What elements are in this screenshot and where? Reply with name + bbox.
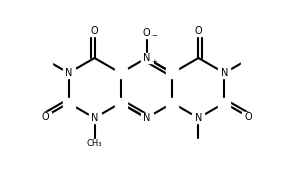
- Text: N: N: [221, 68, 228, 78]
- Text: N: N: [195, 113, 202, 123]
- Bar: [63, 68, 74, 78]
- Text: CH₃: CH₃: [87, 139, 102, 148]
- Bar: [141, 113, 152, 123]
- Bar: [88, 113, 100, 123]
- Bar: [193, 113, 205, 123]
- Text: N: N: [143, 53, 150, 63]
- Bar: [63, 98, 74, 108]
- Bar: [166, 98, 178, 108]
- Bar: [193, 139, 205, 148]
- Bar: [115, 98, 127, 108]
- Text: −: −: [151, 32, 157, 38]
- Bar: [219, 68, 230, 78]
- Bar: [241, 55, 253, 65]
- Text: N: N: [143, 113, 150, 123]
- Text: O: O: [41, 111, 49, 122]
- Bar: [141, 53, 152, 63]
- Text: O: O: [244, 111, 252, 122]
- Text: O: O: [143, 28, 150, 37]
- Bar: [115, 68, 127, 78]
- Bar: [242, 111, 254, 122]
- Bar: [88, 139, 100, 148]
- Text: O: O: [195, 26, 202, 36]
- Bar: [141, 28, 152, 37]
- Text: N: N: [91, 113, 98, 123]
- Text: O: O: [91, 26, 98, 36]
- Bar: [40, 55, 52, 65]
- Text: +: +: [151, 59, 157, 65]
- Bar: [39, 111, 51, 122]
- Text: N: N: [65, 68, 72, 78]
- Bar: [193, 26, 205, 36]
- Bar: [219, 98, 230, 108]
- Bar: [88, 26, 100, 36]
- Bar: [166, 68, 178, 78]
